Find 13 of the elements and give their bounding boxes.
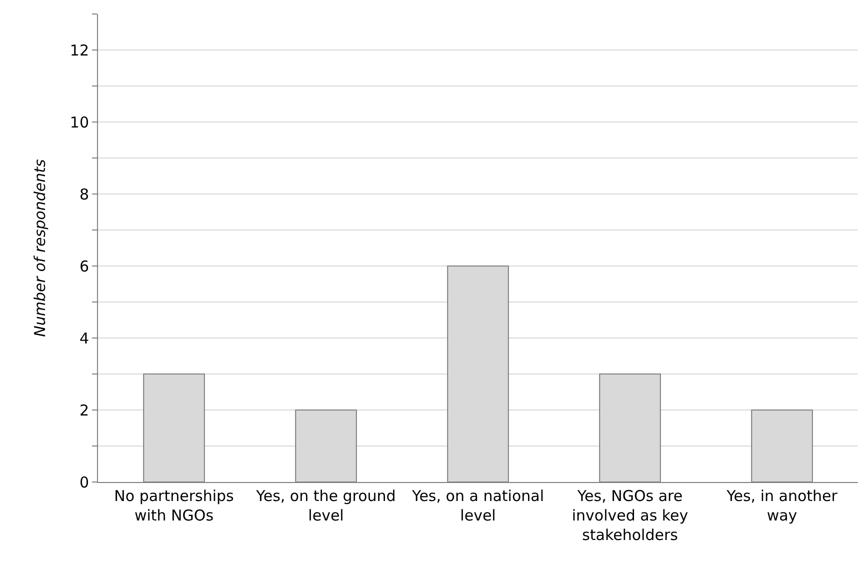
y-tick-label: 8 [79,185,89,204]
y-tick-label: 12 [70,41,89,60]
y-tick-label: 2 [79,401,89,420]
x-tick-label: Yes, on the ground level [255,487,396,524]
x-tick-label: Yes, in another way [726,487,838,524]
x-tick-label: No partnerships with NGOs [114,487,234,524]
y-tick-label: 10 [70,113,89,132]
y-tick-label: 6 [79,257,89,276]
x-tick-label: Yes, on a national level [411,487,544,524]
y-tick-label: 4 [79,329,89,348]
y-tick-label: 0 [79,473,89,492]
y-axis-title: Number of respondents [31,159,50,337]
x-tick-label: Yes, NGOs are involved as key stakeholders [572,487,688,544]
